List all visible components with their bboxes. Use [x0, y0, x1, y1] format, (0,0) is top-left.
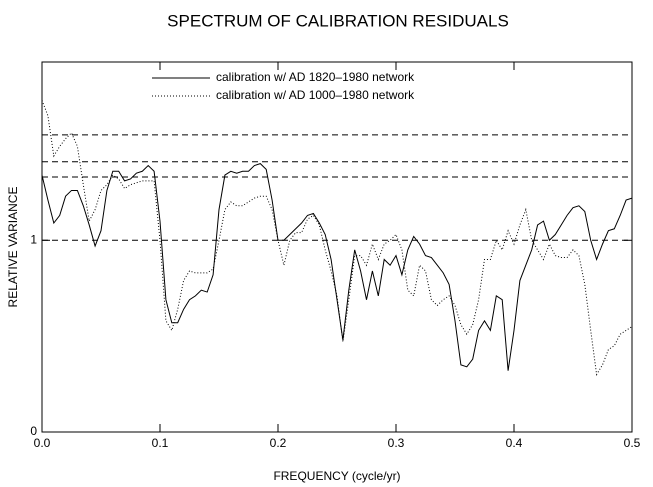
- x-tick-label: 0.4: [506, 436, 523, 450]
- series-line: [41, 100, 633, 376]
- plot-frame: [41, 61, 633, 433]
- series-line: [41, 163, 633, 371]
- y-tick-label: 1: [30, 232, 37, 246]
- chart-title: SPECTRUM OF CALIBRATION RESIDUALS: [167, 11, 509, 30]
- legend-label: calibration w/ AD 1820–1980 network: [216, 70, 415, 84]
- legend-label: calibration w/ AD 1000–1980 network: [216, 88, 415, 102]
- y-axis-label: RELATIVE VARIANCE: [6, 187, 20, 308]
- x-tick-label: 0.1: [152, 436, 169, 450]
- x-tick-label: 0.0: [34, 436, 51, 450]
- x-tick-label: 0.2: [270, 436, 287, 450]
- x-axis-label: FREQUENCY (cycle/yr): [273, 469, 400, 483]
- x-tick-label: 0.3: [388, 436, 405, 450]
- x-tick-label: 0.5: [624, 436, 641, 450]
- y-tick-label: 0: [30, 424, 37, 438]
